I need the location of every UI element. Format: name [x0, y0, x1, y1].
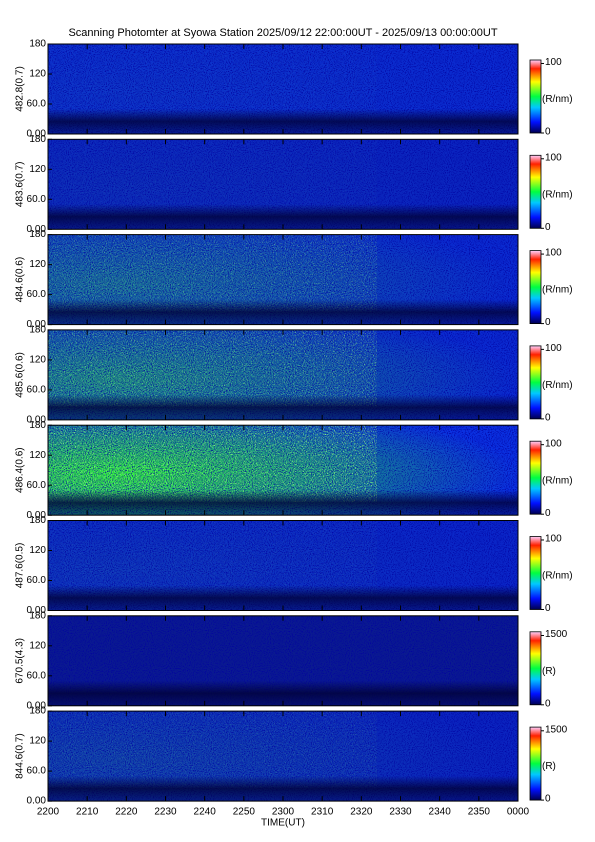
- x-tick-label: 2350: [468, 807, 491, 818]
- colorbar-tick-label: 0: [545, 127, 551, 138]
- chart-title: Scanning Photomter at Syowa Station 2025…: [68, 27, 497, 39]
- y-tick-label: 180: [29, 229, 46, 240]
- colorbar-label: (R/nm): [542, 380, 573, 391]
- y-tick-label: 0.00: [27, 510, 47, 521]
- y-axis-label: 483.6(0.7): [15, 162, 26, 208]
- x-tick-label: 2230: [154, 807, 177, 818]
- x-axis-label: TIME(UT): [261, 818, 305, 829]
- y-axis-label: 484.6(0.6): [15, 257, 26, 303]
- y-tick-label: 180: [29, 134, 46, 145]
- y-tick-label: 0.00: [27, 415, 47, 426]
- y-tick-label: 120: [29, 736, 46, 747]
- heatmap-dark-band: [48, 139, 518, 230]
- x-tick-label: 2220: [115, 807, 138, 818]
- y-tick-label: 60.0: [27, 99, 47, 110]
- y-tick-label: 180: [29, 325, 46, 336]
- y-tick-label: 180: [29, 610, 46, 621]
- colorbar-tick-label: 100: [545, 534, 562, 545]
- y-axis-label: 844.6(0.7): [15, 733, 26, 779]
- y-tick-label: 60.0: [27, 670, 47, 681]
- y-tick-label: 60.0: [27, 766, 47, 777]
- heatmap-dark-band: [48, 615, 518, 706]
- colorbar: [529, 536, 542, 610]
- colorbar: [529, 726, 542, 801]
- colorbar-tick-label: 0: [545, 698, 551, 709]
- y-tick-label: 180: [29, 420, 46, 431]
- x-tick-label: 2200: [37, 807, 60, 818]
- y-tick-label: 120: [29, 164, 46, 175]
- x-tick-label: 2210: [76, 807, 99, 818]
- colorbar-tick-label: 0: [545, 794, 551, 805]
- heatmap-dark-band: [48, 520, 518, 611]
- colorbar: [529, 250, 542, 325]
- y-tick-label: 180: [29, 39, 46, 50]
- y-tick-label: 60.0: [27, 194, 47, 205]
- y-tick-label: 0.00: [27, 224, 47, 235]
- y-tick-label: 0.00: [27, 700, 47, 711]
- heatmap-dark-band: [48, 329, 518, 420]
- x-tick-label: 2310: [311, 807, 334, 818]
- x-tick-label: 2330: [389, 807, 412, 818]
- colorbar: [529, 440, 542, 515]
- heatmap-dark-band: [48, 44, 518, 134]
- colorbar-tick-label: 100: [545, 343, 562, 354]
- x-tick-label: 2250: [233, 807, 256, 818]
- y-tick-label: 120: [29, 640, 46, 651]
- x-tick-label: 2240: [194, 807, 217, 818]
- x-tick-label: 2300: [272, 807, 295, 818]
- colorbar-tick-label: 0: [545, 317, 551, 328]
- x-tick-label: 0000: [507, 807, 530, 818]
- y-tick-label: 0.00: [27, 796, 47, 807]
- colorbar-tick-label: 100: [545, 152, 562, 163]
- y-tick-label: 180: [29, 706, 46, 717]
- y-tick-label: 120: [29, 450, 46, 461]
- colorbar-label: (R/nm): [542, 285, 573, 296]
- colorbar-label: (R/nm): [542, 475, 573, 486]
- colorbar-label: (R): [542, 761, 556, 772]
- y-tick-label: 0.00: [27, 605, 47, 616]
- y-axis-label: 482.8(0.7): [15, 66, 26, 112]
- colorbar: [529, 154, 542, 229]
- y-tick-label: 60.0: [27, 480, 47, 491]
- y-tick-label: 60.0: [27, 575, 47, 586]
- heatmap-dark-band: [48, 425, 518, 516]
- colorbar-label: (R): [542, 666, 556, 677]
- colorbar-label: (R/nm): [542, 189, 573, 200]
- colorbar-tick-label: 100: [545, 438, 562, 449]
- y-axis-label: 670.5(4.3): [15, 638, 26, 684]
- y-tick-label: 120: [29, 259, 46, 270]
- colorbar: [529, 631, 542, 706]
- y-tick-label: 0.00: [27, 319, 47, 330]
- y-tick-label: 60.0: [27, 289, 47, 300]
- y-axis-label: 485.6(0.6): [15, 352, 26, 398]
- colorbar-tick-label: 0: [545, 222, 551, 233]
- colorbar-tick-label: 100: [545, 57, 562, 68]
- colorbar: [529, 59, 542, 134]
- y-axis-label: 486.4(0.6): [15, 447, 26, 493]
- y-tick-label: 120: [29, 355, 46, 366]
- heatmap-dark-band: [48, 234, 518, 325]
- colorbar-tick-label: 0: [545, 413, 551, 424]
- colorbar: [529, 345, 542, 420]
- colorbar-label: (R/nm): [542, 94, 573, 105]
- colorbar-tick-label: 0: [545, 508, 551, 519]
- colorbar-tick-label: 100: [545, 248, 562, 259]
- colorbar-tick-label: 1500: [545, 629, 568, 640]
- y-axis-label: 487.6(0.5): [15, 543, 26, 589]
- y-tick-label: 120: [29, 69, 46, 80]
- x-tick-label: 2340: [429, 807, 452, 818]
- y-tick-label: 180: [29, 515, 46, 526]
- y-tick-label: 0.00: [27, 129, 47, 140]
- colorbar-label: (R/nm): [542, 571, 573, 582]
- heatmap-dark-band: [48, 711, 518, 802]
- colorbar-tick-label: 1500: [545, 724, 568, 735]
- y-tick-label: 120: [29, 545, 46, 556]
- x-tick-label: 2320: [350, 807, 373, 818]
- y-tick-label: 60.0: [27, 385, 47, 396]
- colorbar-tick-label: 0: [545, 603, 551, 614]
